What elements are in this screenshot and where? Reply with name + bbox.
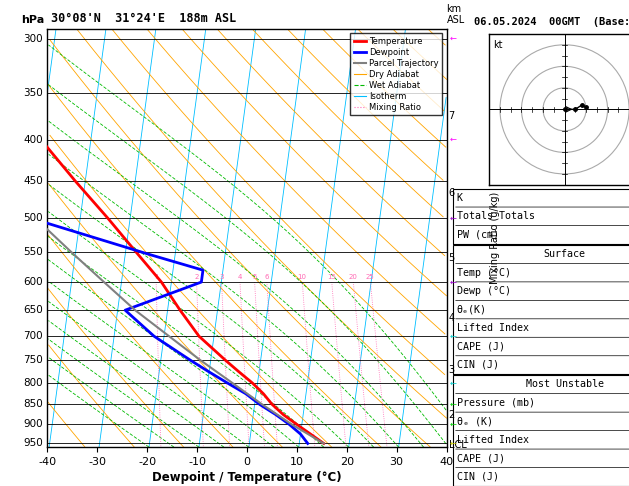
X-axis label: Dewpoint / Temperature (°C): Dewpoint / Temperature (°C): [152, 471, 342, 484]
Text: ←: ←: [450, 278, 457, 287]
Text: PW (cm): PW (cm): [457, 230, 499, 240]
Text: 900: 900: [23, 419, 43, 430]
Text: 850: 850: [23, 399, 43, 409]
Text: 450: 450: [23, 176, 43, 186]
Text: km
ASL: km ASL: [447, 4, 465, 25]
Text: 400: 400: [23, 135, 43, 145]
Text: ←: ←: [450, 420, 457, 429]
Text: 1: 1: [154, 274, 159, 280]
Text: ←: ←: [450, 135, 457, 144]
Text: CAPE (J): CAPE (J): [457, 453, 504, 463]
Text: 350: 350: [23, 88, 43, 98]
Text: K: K: [457, 193, 463, 203]
Text: Temp (°C): Temp (°C): [457, 268, 511, 278]
Text: 500: 500: [23, 213, 43, 223]
Text: Dewp (°C): Dewp (°C): [457, 286, 511, 296]
Text: Pressure (mb): Pressure (mb): [457, 398, 535, 408]
Text: 10: 10: [298, 274, 307, 280]
Text: θₑ(K): θₑ(K): [457, 305, 487, 314]
Legend: Temperature, Dewpoint, Parcel Trajectory, Dry Adiabat, Wet Adiabat, Isotherm, Mi: Temperature, Dewpoint, Parcel Trajectory…: [350, 34, 442, 116]
Text: 3: 3: [220, 274, 224, 280]
Text: 30°08'N  31°24'E  188m ASL: 30°08'N 31°24'E 188m ASL: [51, 12, 237, 25]
Text: θₑ (K): θₑ (K): [457, 417, 493, 426]
Text: 2: 2: [194, 274, 199, 280]
Text: 300: 300: [23, 34, 43, 44]
Text: 15: 15: [327, 274, 336, 280]
Text: 950: 950: [23, 438, 43, 449]
Text: 700: 700: [23, 331, 43, 341]
Text: Mixing Ratio (g/kg): Mixing Ratio (g/kg): [489, 192, 499, 284]
Text: 25: 25: [366, 274, 375, 280]
Text: ←: ←: [450, 332, 457, 341]
Text: CAPE (J): CAPE (J): [457, 342, 504, 351]
Text: ←: ←: [450, 439, 457, 448]
Text: 800: 800: [23, 378, 43, 388]
Text: 3: 3: [448, 364, 455, 375]
Text: 5: 5: [448, 253, 455, 263]
Text: ←: ←: [450, 34, 457, 43]
Text: CIN (J): CIN (J): [457, 360, 499, 370]
Text: Lifted Index: Lifted Index: [457, 435, 528, 445]
Text: Totals Totals: Totals Totals: [457, 211, 535, 221]
Text: hPa: hPa: [21, 15, 45, 25]
Text: 6: 6: [265, 274, 269, 280]
Text: ←: ←: [450, 379, 457, 388]
Text: 600: 600: [23, 277, 43, 287]
Text: 4: 4: [238, 274, 242, 280]
Text: 20: 20: [348, 274, 358, 280]
Text: LCL: LCL: [448, 440, 466, 451]
Text: Most Unstable: Most Unstable: [525, 380, 604, 389]
Text: Surface: Surface: [543, 249, 586, 259]
Text: 4: 4: [448, 313, 455, 323]
Text: 06.05.2024  00GMT  (Base: 00): 06.05.2024 00GMT (Base: 00): [474, 17, 629, 27]
Text: 7: 7: [448, 111, 455, 121]
Text: 5: 5: [252, 274, 257, 280]
Text: ←: ←: [450, 213, 457, 223]
Text: Lifted Index: Lifted Index: [457, 323, 528, 333]
Text: 750: 750: [23, 355, 43, 365]
Text: 650: 650: [23, 305, 43, 315]
Text: 550: 550: [23, 246, 43, 257]
Text: kt: kt: [494, 40, 503, 51]
Text: CIN (J): CIN (J): [457, 472, 499, 482]
Text: 6: 6: [448, 188, 455, 198]
Text: 2: 2: [448, 410, 455, 419]
Text: ←: ←: [450, 400, 457, 409]
